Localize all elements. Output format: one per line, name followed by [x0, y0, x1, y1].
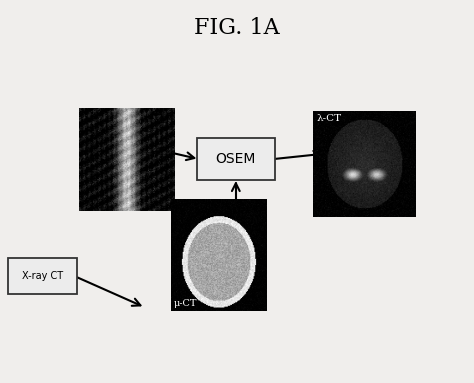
FancyBboxPatch shape — [197, 138, 275, 180]
Text: λ-CT: λ-CT — [317, 114, 342, 123]
Text: X-ray CT: X-ray CT — [22, 271, 63, 281]
Text: FIG. 1A: FIG. 1A — [194, 16, 280, 39]
Text: OSEM: OSEM — [216, 152, 256, 166]
FancyBboxPatch shape — [9, 258, 77, 294]
Text: μ-CT: μ-CT — [173, 299, 197, 308]
